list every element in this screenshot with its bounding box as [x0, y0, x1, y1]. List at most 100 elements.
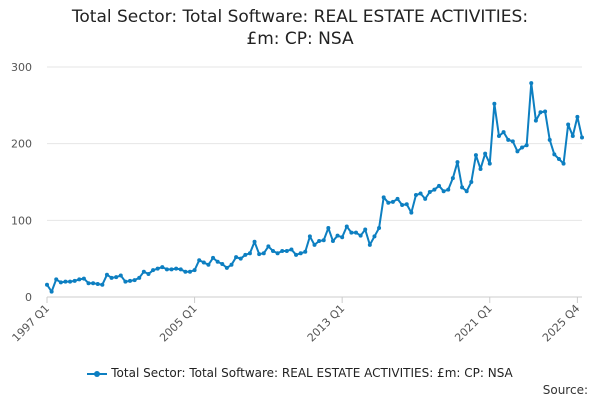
data-point[interactable]	[261, 251, 266, 256]
data-point[interactable]	[303, 249, 308, 254]
data-point[interactable]	[146, 272, 151, 276]
data-point[interactable]	[570, 134, 575, 138]
data-point[interactable]	[510, 139, 515, 144]
data-point[interactable]	[460, 185, 465, 190]
data-point[interactable]	[104, 272, 109, 277]
data-point[interactable]	[580, 135, 584, 140]
data-point[interactable]	[473, 153, 478, 158]
data-point[interactable]	[515, 149, 520, 154]
data-point[interactable]	[556, 157, 561, 161]
data-point[interactable]	[81, 276, 86, 281]
data-point[interactable]	[326, 226, 331, 230]
data-point[interactable]	[483, 151, 488, 156]
data-point[interactable]	[340, 235, 345, 240]
data-point[interactable]	[506, 137, 511, 142]
data-point[interactable]	[427, 189, 432, 194]
data-point[interactable]	[243, 252, 248, 257]
data-point[interactable]	[446, 187, 451, 192]
data-point[interactable]	[390, 199, 395, 204]
data-point[interactable]	[418, 191, 423, 196]
data-point[interactable]	[409, 210, 414, 215]
data-point[interactable]	[423, 196, 428, 201]
data-point[interactable]	[344, 224, 349, 229]
data-point[interactable]	[58, 280, 63, 285]
data-point[interactable]	[335, 233, 340, 238]
data-point[interactable]	[529, 81, 534, 86]
data-point[interactable]	[469, 180, 474, 184]
data-point[interactable]	[95, 281, 100, 286]
data-point[interactable]	[123, 279, 128, 284]
data-point[interactable]	[72, 278, 77, 283]
data-point[interactable]	[455, 160, 460, 165]
data-point[interactable]	[543, 109, 548, 114]
data-point[interactable]	[377, 226, 382, 230]
data-point[interactable]	[294, 252, 299, 257]
data-point[interactable]	[317, 239, 322, 244]
data-point[interactable]	[552, 152, 557, 157]
data-point[interactable]	[224, 265, 229, 270]
data-point[interactable]	[68, 279, 73, 284]
data-point[interactable]	[432, 187, 437, 192]
data-point[interactable]	[54, 277, 59, 282]
data-point[interactable]	[266, 244, 271, 249]
data-point[interactable]	[201, 260, 206, 265]
data-point[interactable]	[187, 269, 192, 274]
data-point[interactable]	[533, 118, 538, 123]
data-point[interactable]	[492, 101, 497, 106]
data-point[interactable]	[86, 281, 91, 286]
data-point[interactable]	[151, 268, 156, 273]
data-point[interactable]	[307, 234, 312, 239]
data-point[interactable]	[312, 242, 317, 247]
data-point[interactable]	[197, 258, 202, 263]
data-point[interactable]	[275, 251, 280, 256]
data-point[interactable]	[109, 275, 114, 280]
data-point[interactable]	[229, 262, 234, 267]
data-point[interactable]	[141, 269, 146, 274]
data-point[interactable]	[192, 268, 197, 273]
data-point[interactable]	[137, 275, 142, 280]
data-point[interactable]	[220, 262, 225, 267]
data-point[interactable]	[321, 238, 326, 243]
data-point[interactable]	[437, 183, 442, 188]
data-point[interactable]	[280, 249, 285, 253]
data-point[interactable]	[169, 267, 174, 272]
data-point[interactable]	[284, 249, 289, 253]
data-point[interactable]	[372, 234, 377, 239]
data-point[interactable]	[575, 114, 580, 119]
data-point[interactable]	[238, 256, 243, 261]
data-point[interactable]	[118, 273, 123, 278]
data-point[interactable]	[524, 143, 529, 148]
data-point[interactable]	[478, 166, 483, 171]
data-point[interactable]	[496, 134, 501, 138]
data-point[interactable]	[247, 251, 252, 256]
data-point[interactable]	[252, 239, 257, 244]
data-point[interactable]	[49, 289, 54, 294]
legend[interactable]: Total Sector: Total Software: REAL ESTAT…	[0, 366, 600, 380]
data-point[interactable]	[354, 230, 359, 235]
data-point[interactable]	[538, 110, 543, 115]
data-point[interactable]	[358, 233, 363, 238]
data-point[interactable]	[114, 275, 119, 280]
data-point[interactable]	[566, 122, 571, 127]
data-point[interactable]	[367, 242, 372, 247]
data-point[interactable]	[450, 176, 455, 181]
data-point[interactable]	[363, 227, 368, 232]
data-point[interactable]	[100, 282, 105, 287]
data-point[interactable]	[381, 195, 386, 200]
data-point[interactable]	[91, 281, 96, 286]
data-point[interactable]	[400, 203, 405, 207]
data-point[interactable]	[178, 267, 183, 272]
data-point[interactable]	[330, 239, 335, 244]
data-point[interactable]	[155, 266, 160, 271]
data-point[interactable]	[520, 145, 525, 150]
data-point[interactable]	[501, 130, 506, 135]
data-point[interactable]	[289, 247, 294, 252]
data-point[interactable]	[257, 252, 262, 257]
data-point[interactable]	[164, 267, 169, 272]
data-point[interactable]	[487, 161, 492, 166]
data-point[interactable]	[132, 278, 137, 283]
data-point[interactable]	[211, 255, 216, 260]
data-point[interactable]	[234, 255, 239, 260]
data-point[interactable]	[128, 278, 133, 283]
data-point[interactable]	[183, 269, 188, 274]
